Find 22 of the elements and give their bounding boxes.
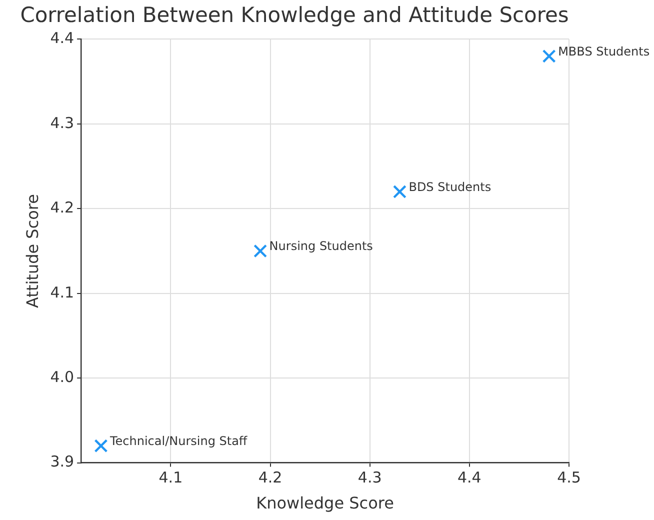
chart-title: Correlation Between Knowledge and Attitude Scores	[20, 3, 569, 28]
y-tick-label: 4.4	[50, 29, 74, 48]
y-tick-label: 4.0	[50, 368, 74, 386]
annotation: MBBS Students	[558, 44, 650, 58]
point	[254, 244, 268, 258]
y-tick-label: 4.2	[50, 198, 74, 217]
y-tick-label: 4.1	[50, 283, 74, 302]
x-tick-label: 4.3	[358, 468, 382, 487]
point	[94, 439, 108, 453]
annotation: BDS Students	[408, 180, 492, 194]
x-tick-label: 4.1	[158, 468, 183, 487]
annotation: Technical/Nursing Staff	[108, 434, 248, 448]
x-tick-label: 4.2	[258, 468, 282, 487]
x-tick-label: 4.4	[457, 468, 482, 487]
x-axis-title: Knowledge Score	[256, 494, 394, 513]
annotation: Nursing Students	[269, 239, 373, 254]
point	[392, 184, 406, 198]
y-tick-label: 4.3	[50, 114, 74, 132]
y-tick-label: 3.9	[50, 452, 74, 471]
y-axis-title: Attitude Score	[22, 194, 42, 308]
x-tick-label: 4.5	[557, 468, 581, 487]
point	[542, 49, 556, 63]
